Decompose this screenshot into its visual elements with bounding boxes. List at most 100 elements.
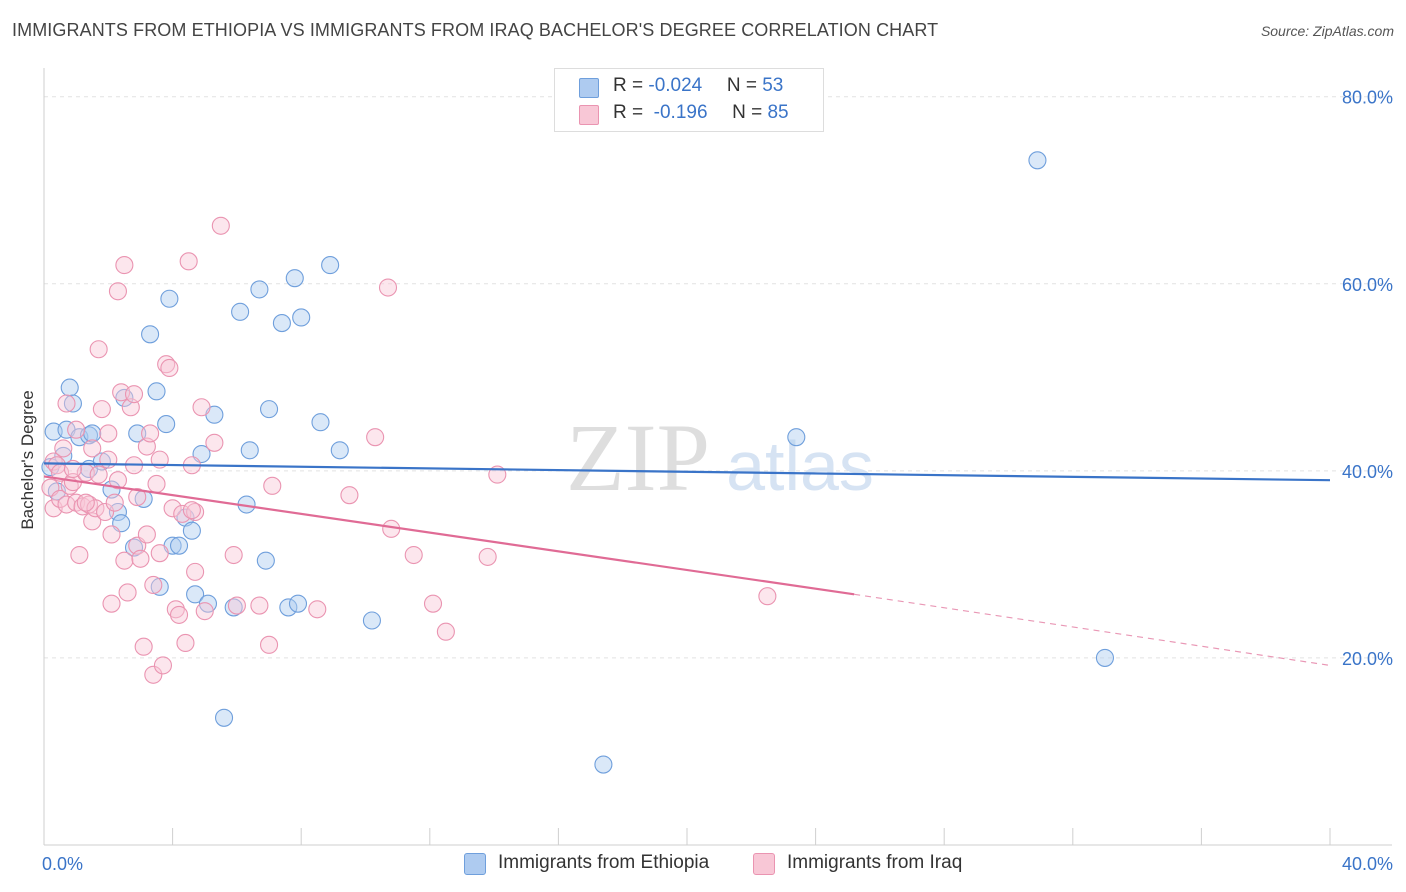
tick-labels: 20.0% 40.0% 60.0% 80.0% 0.0% 40.0% — [42, 88, 1393, 874]
point-iraq — [144, 575, 163, 595]
point-iraq — [263, 476, 282, 495]
trend-line-ethiopia — [43, 462, 1331, 482]
point-iraq — [131, 549, 150, 568]
point-ethiopia — [288, 594, 308, 613]
point-iraq — [205, 433, 224, 452]
legend-label-ethiopia: Immigrants from Ethiopia — [498, 852, 710, 873]
watermark: ZIP atlas — [566, 404, 874, 511]
point-iraq — [137, 525, 156, 544]
legend-swatch-iraq — [753, 853, 775, 875]
point-iraq — [179, 252, 198, 271]
point-iraq — [259, 635, 279, 654]
data-points — [41, 151, 1114, 774]
legend-n-value: 53 — [762, 75, 784, 96]
point-ethiopia — [1095, 648, 1114, 667]
legend-r-value: -0.024 — [648, 75, 703, 96]
point-ethiopia — [1028, 151, 1047, 170]
point-iraq — [89, 465, 108, 484]
point-iraq — [150, 544, 169, 563]
point-ethiopia — [157, 415, 176, 434]
point-iraq — [92, 400, 111, 419]
point-iraq — [160, 358, 179, 378]
point-iraq — [758, 587, 777, 606]
point-ethiopia — [292, 308, 311, 327]
x-tick-label: 0.0% — [42, 854, 83, 874]
point-iraq — [89, 340, 108, 359]
point-ethiopia — [594, 755, 613, 774]
point-iraq — [186, 502, 205, 522]
point-iraq — [192, 398, 211, 417]
legend-r-label: R = — [613, 75, 649, 96]
point-ethiopia — [128, 424, 147, 443]
point-ethiopia — [115, 388, 134, 407]
axes — [43, 68, 1392, 846]
point-iraq — [128, 487, 147, 507]
legend-swatch-iraq — [579, 105, 599, 125]
point-iraq — [195, 602, 214, 621]
point-iraq — [153, 656, 173, 675]
y-axis-label: Bachelor's Degree — [18, 390, 37, 530]
point-iraq — [176, 633, 195, 653]
legend-r-value: -0.196 — [648, 102, 708, 123]
point-iraq — [134, 637, 153, 656]
point-iraq — [404, 545, 423, 565]
point-iraq — [147, 474, 166, 493]
point-iraq — [423, 594, 443, 613]
correlation-legend: R = -0.024 N = 53 R = -0.196 N = 85 — [554, 68, 824, 132]
point-ethiopia — [240, 441, 259, 460]
point-ethiopia — [60, 378, 79, 397]
point-iraq — [224, 545, 243, 565]
watermark-atlas: atlas — [726, 427, 874, 505]
trend-lines — [43, 462, 1331, 667]
point-iraq — [124, 385, 144, 404]
point-iraq — [141, 424, 160, 443]
point-iraq — [115, 256, 134, 275]
point-iraq — [366, 428, 385, 447]
point-ethiopia — [124, 538, 144, 557]
point-iraq — [163, 499, 182, 518]
point-iraq — [99, 450, 118, 469]
legend-swatch-ethiopia — [464, 853, 486, 875]
point-iraq — [76, 493, 95, 512]
point-ethiopia — [272, 314, 291, 333]
point-iraq — [478, 547, 497, 566]
point-iraq — [86, 499, 105, 518]
point-iraq — [166, 600, 185, 619]
y-tick-label: 20.0% — [1342, 649, 1393, 669]
point-iraq — [96, 502, 115, 522]
legend-r-label: R = — [613, 102, 649, 123]
source-label: Source: ZipAtlas.com — [1260, 23, 1394, 39]
point-iraq — [70, 545, 89, 565]
legend-n-label: N = — [726, 75, 763, 96]
grid-lines — [44, 96, 1392, 659]
point-ethiopia — [285, 269, 304, 288]
point-ethiopia — [259, 400, 279, 419]
trend-line-iraq — [43, 475, 855, 596]
legend-swatch-ethiopia — [579, 78, 599, 98]
point-ethiopia — [182, 521, 201, 540]
y-tick-label: 40.0% — [1342, 462, 1393, 482]
point-iraq — [83, 439, 102, 458]
point-ethiopia — [186, 585, 205, 604]
point-ethiopia — [250, 280, 269, 299]
point-iraq — [54, 439, 73, 458]
point-ethiopia — [279, 598, 298, 617]
point-ethiopia — [169, 536, 189, 555]
point-iraq — [436, 622, 455, 641]
point-iraq — [108, 282, 127, 301]
point-ethiopia — [321, 256, 340, 275]
point-iraq — [340, 486, 359, 505]
series-legend: Immigrants from Ethiopia Immigrants from… — [0, 850, 1406, 880]
chart-title: IMMIGRANTS FROM ETHIOPIA VS IMMIGRANTS F… — [12, 20, 939, 40]
point-ethiopia — [63, 394, 82, 413]
point-iraq — [186, 562, 205, 581]
trend-line-iraq-extension — [854, 593, 1331, 667]
point-iraq — [108, 471, 127, 490]
point-ethiopia — [150, 577, 169, 596]
point-ethiopia — [311, 413, 330, 432]
legend-n-value: 85 — [767, 102, 789, 123]
point-iraq — [250, 596, 269, 615]
point-ethiopia — [256, 551, 275, 570]
x-tick-label: 40.0% — [1342, 854, 1393, 874]
